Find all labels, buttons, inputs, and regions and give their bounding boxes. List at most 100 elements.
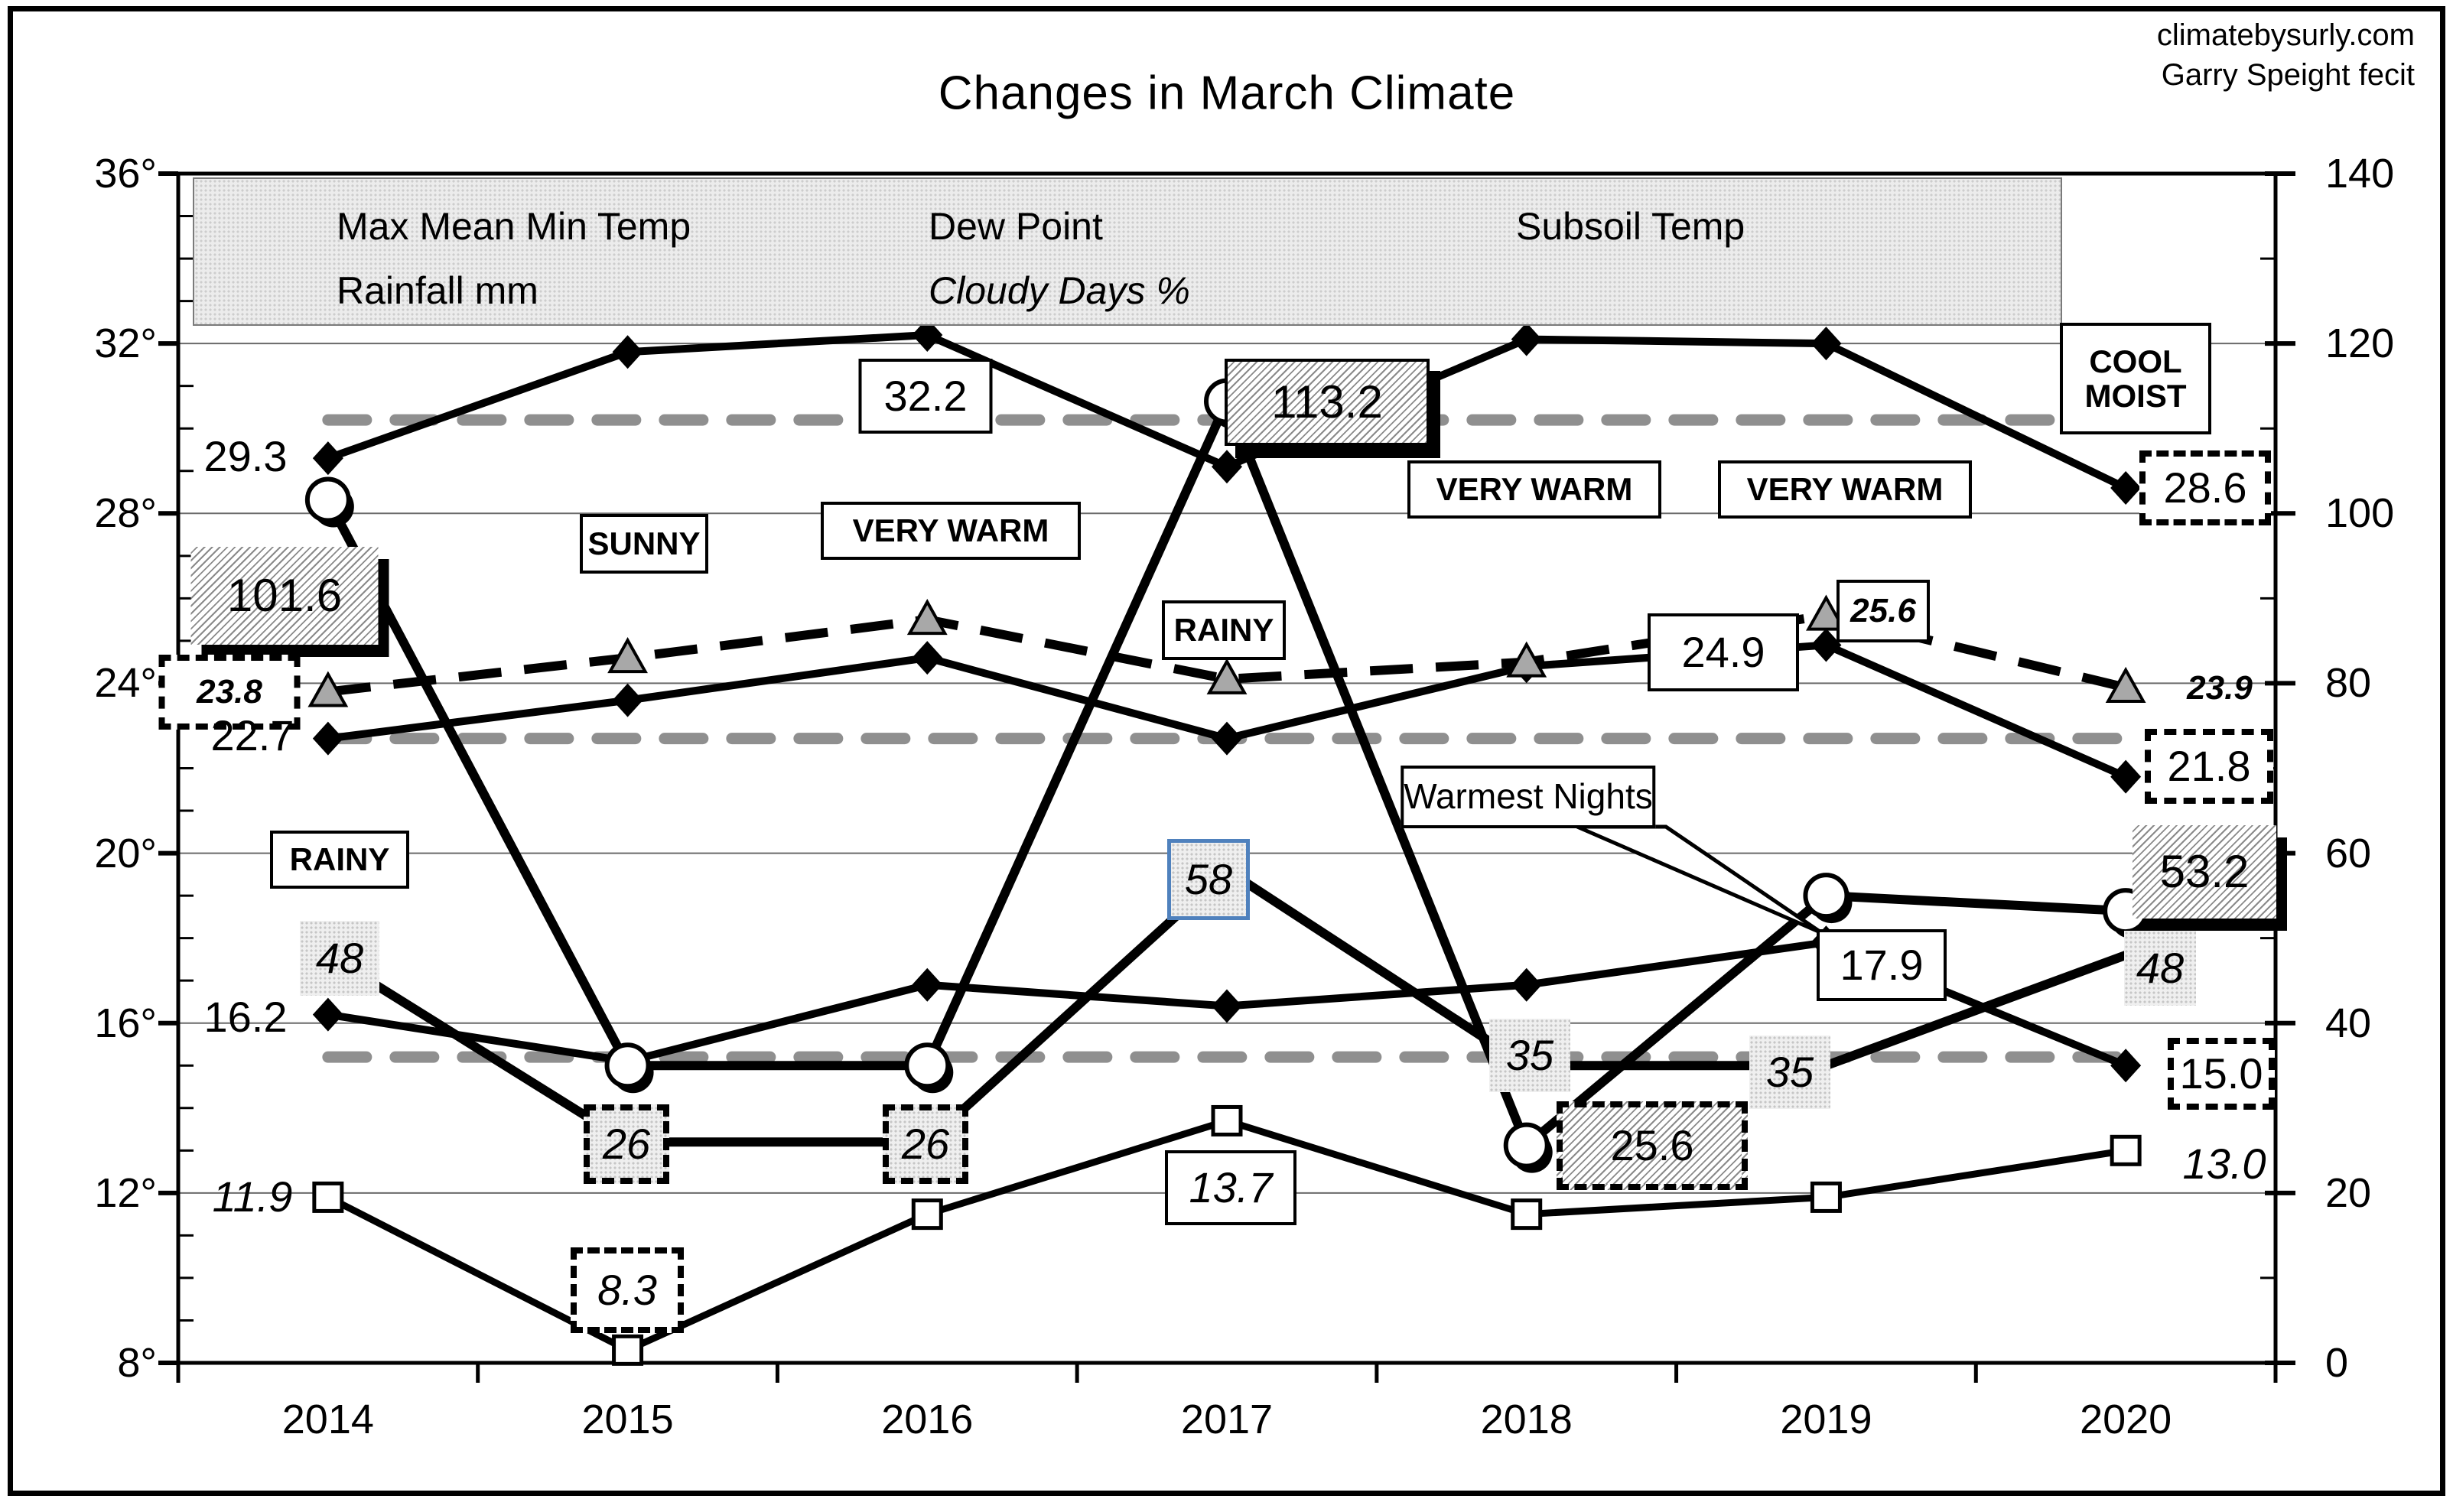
right-axis-tick: 100	[2325, 490, 2395, 537]
label-mean-2014: 22.7	[210, 710, 294, 759]
marker-square-2020	[2110, 1134, 2142, 1166]
marker-square-2018	[1511, 1198, 1543, 1231]
marker-square-2016	[911, 1198, 943, 1231]
label-subsoil-2014: 23.8	[158, 655, 301, 730]
marker-circle-2015	[604, 1042, 651, 1089]
marker-diamond-2016	[912, 318, 943, 353]
marker-circle-2014	[304, 476, 351, 523]
marker-diamond-2014	[312, 441, 343, 476]
label-cloudy-2018: 35	[1489, 1019, 1570, 1092]
credit-author: Garry Speight fecit	[2161, 58, 2415, 92]
right-axis-tick: 60	[2325, 830, 2372, 876]
left-axis-tick: 28°	[94, 490, 157, 537]
right-axis-tick: 120	[2325, 320, 2395, 367]
credit-site: climatebysurly.com	[2156, 18, 2415, 52]
legend-label-subsoil-temp: Subsoil Temp	[1516, 205, 1745, 248]
marker-circle-2018	[1503, 1122, 1550, 1169]
marker-square-2015	[612, 1334, 644, 1366]
x-axis-year-2017: 2017	[1180, 1397, 1274, 1442]
label-cloudy-2017: 58	[1167, 839, 1250, 920]
marker-diamond-2020	[2110, 470, 2142, 505]
label-cloudy-2019: 35	[1749, 1036, 1830, 1109]
label-cloudy-2020: 48	[2124, 931, 2196, 1006]
marker-circle-2016	[904, 1042, 951, 1089]
label-dew-2014: 11.9	[212, 1172, 293, 1221]
label-cloudy-2014: 48	[300, 921, 379, 996]
left-axis-tick: 8°	[117, 1340, 157, 1386]
marker-diamond-2020	[2110, 759, 2142, 794]
label-rain-2014: 101.6	[190, 547, 379, 645]
marker-diamond-2018	[1511, 322, 1542, 356]
marker-triangle-2014	[307, 671, 349, 707]
marker-diamond-2017	[1212, 989, 1242, 1023]
marker-triangle-2018	[1506, 641, 1547, 678]
label-rain-2018: 25.6	[1557, 1101, 1748, 1190]
marker-diamond-2015	[612, 335, 643, 369]
label-rain-2020: 53.2	[2133, 825, 2276, 919]
callout-warmest-nights: Warmest Nights	[1401, 766, 1656, 828]
right-axis-tick: 0	[2325, 1340, 2349, 1386]
tag-rainy-2014: RAINY	[270, 831, 409, 889]
x-axis-year-2018: 2018	[1480, 1397, 1573, 1442]
x-axis-year-2019: 2019	[1780, 1397, 1872, 1442]
marker-diamond-2017	[1212, 450, 1242, 484]
label-max-2014: 29.3	[203, 431, 288, 480]
x-axis-year-2020: 2020	[2080, 1397, 2172, 1442]
callout-pointer	[1576, 824, 1823, 935]
marker-triangle-2020	[2105, 666, 2146, 703]
marker-square-2017	[1211, 1104, 1243, 1136]
label-mean-2020: 21.8	[2145, 729, 2273, 804]
marker-diamond-2019	[1810, 327, 1842, 361]
marker-triangle-2017	[1206, 658, 1248, 694]
label-min-2019: 17.9	[1817, 929, 1947, 1001]
label-max-2020: 28.6	[2139, 450, 2271, 525]
left-axis-tick: 24°	[94, 660, 157, 707]
label-min-2020: 15.0	[2168, 1038, 2275, 1110]
label-cloudy-2015: 26	[584, 1104, 669, 1184]
marker-diamond-2014	[312, 997, 343, 1032]
label-mean-2019: 24.9	[1648, 613, 1799, 691]
marker-square-2019	[1810, 1181, 1842, 1213]
right-axis-tick: 80	[2325, 660, 2372, 707]
marker-triangle-2016	[906, 599, 948, 636]
legend	[193, 177, 2062, 326]
label-min-2014: 16.2	[203, 992, 288, 1041]
label-rain-2017: 113.2	[1225, 359, 1430, 446]
marker-square-2014	[312, 1181, 344, 1213]
label-max-2016: 32.2	[858, 359, 993, 434]
x-axis-year-2016: 2016	[881, 1397, 974, 1442]
label-subsoil-2019: 25.6	[1836, 580, 1930, 642]
marker-diamond-2016	[912, 641, 943, 675]
marker-diamond-2020	[2110, 1049, 2142, 1083]
marker-diamond-2016	[912, 967, 943, 1002]
label-subsoil-2020: 23.9	[2187, 669, 2253, 707]
marker-circle-2019	[1803, 873, 1850, 919]
label-dew-2015: 8.3	[571, 1247, 684, 1333]
legend-label-dew-point: Dew Point	[929, 205, 1103, 248]
right-axis-tick: 140	[2325, 151, 2395, 197]
x-axis-year-2015: 2015	[581, 1397, 674, 1442]
tag-sunny-2015: SUNNY	[580, 514, 708, 574]
label-cloudy-2016: 26	[883, 1104, 968, 1184]
tag-verywarm-2019: VERY WARM	[1718, 460, 1972, 519]
tag-coolmoist-2020: COOL MOIST	[2060, 323, 2211, 434]
marker-diamond-2015	[612, 683, 643, 717]
label-dew-2017: 13.7	[1165, 1150, 1296, 1225]
legend-label-max-mean-min-temp: Max Mean Min Temp	[337, 205, 691, 248]
marker-diamond-2019	[1810, 628, 1842, 662]
marker-diamond-2017	[1212, 721, 1242, 756]
tag-rainy-2017: RAINY	[1162, 600, 1286, 660]
left-axis-tick: 36°	[94, 151, 157, 197]
tag-verywarm-2016: VERY WARM	[821, 502, 1081, 560]
marker-triangle-2015	[607, 637, 648, 674]
right-axis-tick: 40	[2325, 1000, 2372, 1046]
legend-label-rainfall-mm: Rainfall mm	[337, 269, 538, 312]
chart-title: Changes in March Climate	[938, 67, 1516, 120]
label-dew-2020: 13.0	[2182, 1139, 2266, 1188]
legend-label-cloudy-days-: Cloudy Days %	[929, 269, 1190, 312]
left-axis-tick: 20°	[94, 830, 157, 876]
left-axis-tick: 12°	[94, 1169, 157, 1216]
x-axis-year-2014: 2014	[281, 1397, 374, 1442]
tag-verywarm-2018: VERY WARM	[1407, 460, 1661, 519]
